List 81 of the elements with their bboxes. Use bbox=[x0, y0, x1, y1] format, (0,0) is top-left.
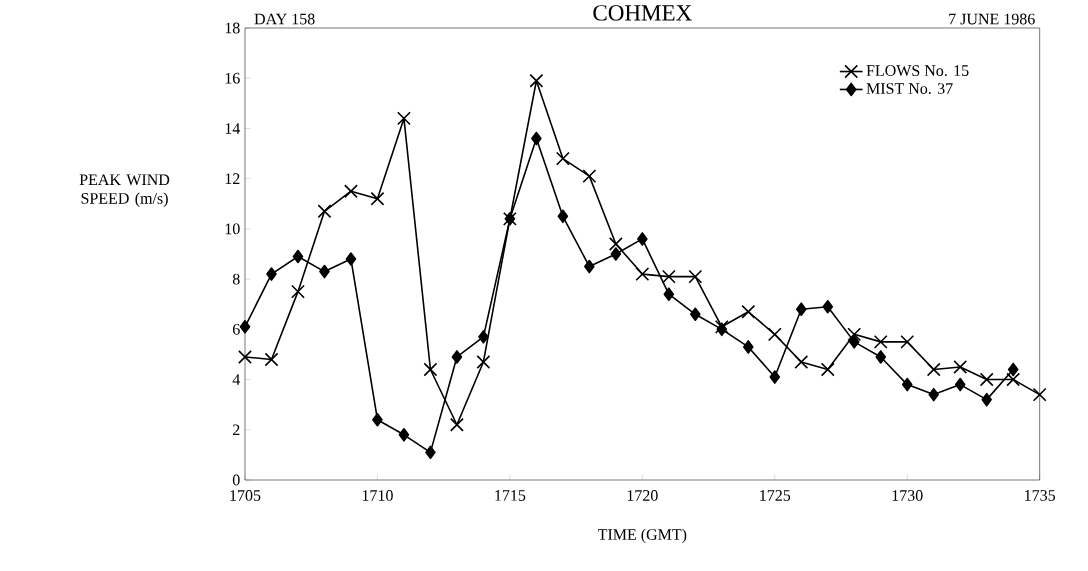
point bbox=[264, 352, 279, 367]
point bbox=[398, 428, 410, 442]
point bbox=[449, 417, 464, 432]
y-axis-title: PEAK WIND SPEED (m/s) bbox=[79, 174, 170, 208]
x-tick-label: 1730 bbox=[892, 490, 923, 501]
x-tick-label: 1715 bbox=[495, 490, 526, 501]
x-tick-label: 1725 bbox=[760, 490, 791, 501]
point bbox=[1006, 372, 1021, 387]
point bbox=[794, 355, 809, 369]
point bbox=[425, 445, 436, 460]
x-tick-label: 1735 bbox=[1025, 490, 1056, 501]
point bbox=[661, 269, 676, 284]
point bbox=[345, 252, 357, 266]
point bbox=[239, 320, 251, 334]
legend-label: FLOWS No. 15 bbox=[866, 65, 969, 77]
point bbox=[981, 392, 992, 407]
point bbox=[769, 370, 781, 384]
point bbox=[529, 73, 544, 88]
point bbox=[476, 355, 491, 369]
point bbox=[372, 412, 383, 427]
point bbox=[688, 269, 703, 284]
point bbox=[795, 302, 807, 317]
point bbox=[1007, 362, 1019, 377]
point bbox=[741, 304, 756, 319]
point bbox=[635, 267, 650, 282]
point bbox=[928, 387, 940, 402]
point bbox=[370, 191, 385, 206]
point bbox=[820, 362, 835, 377]
point bbox=[557, 209, 569, 224]
point bbox=[690, 307, 701, 322]
x-tick-label: 1705 bbox=[230, 490, 261, 501]
text: DAY 158 bbox=[254, 13, 315, 25]
point bbox=[822, 299, 834, 314]
y-tick-label: 6 bbox=[232, 323, 240, 335]
y-tick-label: 12 bbox=[225, 173, 240, 184]
point bbox=[292, 249, 304, 264]
point bbox=[926, 362, 941, 377]
y-tick-label: 4 bbox=[232, 374, 241, 385]
point bbox=[238, 350, 252, 364]
point bbox=[901, 377, 913, 392]
point bbox=[344, 184, 358, 199]
point bbox=[478, 330, 489, 344]
y-tick-label: 16 bbox=[225, 72, 240, 84]
point bbox=[582, 169, 597, 184]
y-tick-label: 8 bbox=[232, 273, 240, 285]
x-tick-label: 1710 bbox=[362, 490, 393, 501]
point bbox=[266, 267, 277, 281]
point bbox=[954, 377, 966, 392]
point bbox=[555, 151, 570, 166]
y-tick-label: 18 bbox=[225, 22, 240, 34]
y-tick-label: 0 bbox=[232, 474, 240, 486]
point bbox=[319, 264, 330, 279]
point bbox=[848, 335, 860, 349]
point bbox=[423, 362, 438, 377]
point bbox=[531, 131, 542, 146]
y-tick-label: 14 bbox=[225, 123, 241, 134]
point bbox=[1032, 387, 1047, 402]
y-tick-label: 2 bbox=[233, 424, 240, 436]
point bbox=[584, 259, 595, 274]
text: 7 JUNE 1986 bbox=[949, 13, 1035, 25]
point bbox=[451, 350, 463, 364]
point bbox=[608, 237, 623, 251]
point bbox=[291, 284, 305, 299]
chart-title: COHMEX bbox=[593, 5, 692, 21]
point bbox=[397, 111, 411, 126]
point bbox=[663, 287, 675, 301]
point bbox=[317, 204, 332, 219]
legend-label: MIST No. 37 bbox=[866, 83, 953, 94]
point bbox=[873, 334, 888, 349]
point bbox=[979, 372, 994, 387]
point bbox=[637, 232, 648, 246]
point bbox=[743, 340, 754, 354]
point bbox=[875, 350, 887, 364]
point bbox=[900, 334, 915, 349]
point bbox=[847, 327, 862, 342]
x-tick-label: 1720 bbox=[627, 490, 658, 501]
y-tick-label: 10 bbox=[225, 223, 240, 235]
point bbox=[610, 247, 622, 261]
point bbox=[953, 360, 968, 374]
x-axis-title: TIME (GMT) bbox=[597, 528, 687, 544]
point bbox=[767, 327, 782, 342]
